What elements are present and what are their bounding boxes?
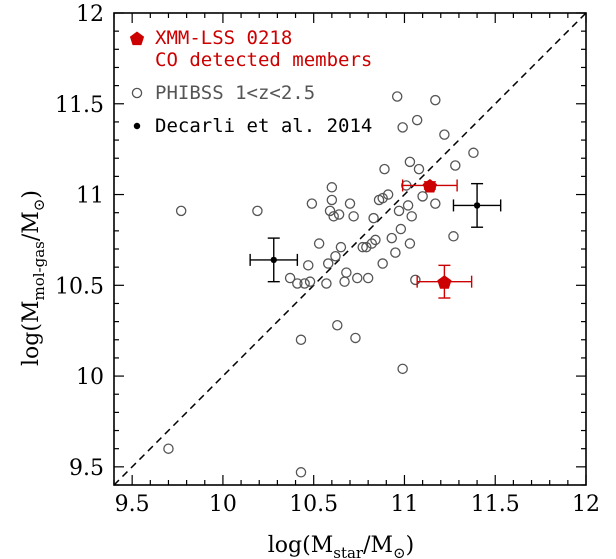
x-tick-label: 10.5 xyxy=(289,492,338,517)
data-point xyxy=(393,205,405,217)
data-point xyxy=(468,147,479,159)
y-tick-label: 9.5 xyxy=(69,456,104,481)
series-2 xyxy=(249,182,502,283)
data-point xyxy=(366,238,378,249)
x-tick-label: 9.5 xyxy=(115,492,150,517)
legend-marker xyxy=(129,31,145,46)
y-tick-label: 11 xyxy=(76,184,104,209)
data-point xyxy=(357,241,368,253)
y-axis-title: log(Mmol-gas/M⊙) xyxy=(19,190,48,366)
data-point xyxy=(321,278,332,289)
data-point xyxy=(422,179,437,193)
data-point xyxy=(163,443,174,454)
data-point xyxy=(304,276,316,287)
data-point xyxy=(313,238,325,249)
data-point xyxy=(324,205,336,217)
data-point xyxy=(284,272,296,284)
one-to-one-line xyxy=(113,12,587,486)
data-point xyxy=(430,94,441,106)
data-point xyxy=(295,334,307,346)
data-point xyxy=(350,332,361,344)
y-tick-label: 12 xyxy=(76,2,104,27)
data-point xyxy=(299,278,310,289)
data-point xyxy=(252,205,263,217)
data-point xyxy=(326,194,338,206)
data-point xyxy=(344,198,356,209)
data-point xyxy=(386,232,398,244)
legend-label: PHIBSS 1<z<2.5 xyxy=(155,82,315,104)
data-point xyxy=(368,212,379,224)
data-point xyxy=(404,156,416,168)
data-point xyxy=(395,223,407,235)
data-point xyxy=(335,241,347,253)
legend-label: Decarli et al. 2014 xyxy=(155,115,372,137)
data-point xyxy=(377,258,388,269)
y-tick-label: 11.5 xyxy=(55,93,104,118)
data-point xyxy=(397,363,408,375)
data-points xyxy=(163,91,502,478)
legend-marker xyxy=(131,87,143,99)
data-point xyxy=(295,467,307,478)
data-point xyxy=(473,202,481,209)
data-point xyxy=(382,189,394,200)
series-1 xyxy=(163,91,479,478)
one-to-one-line xyxy=(113,12,587,486)
data-point xyxy=(330,251,341,262)
tick-labels: 9.5 10 10.5 11 11.5 12 9.5 10 10.5 11 11.5 12 xyxy=(55,2,600,517)
data-point xyxy=(348,211,359,222)
data-point xyxy=(322,258,334,269)
data-point xyxy=(370,234,381,246)
x-tick-label: 12 xyxy=(572,492,600,517)
x-tick-label: 11 xyxy=(390,492,418,517)
x-tick-label: 11.5 xyxy=(471,492,520,517)
data-point xyxy=(430,198,441,209)
data-point xyxy=(390,247,401,258)
data-point xyxy=(391,91,403,102)
legend-label: CO detected members xyxy=(155,49,372,71)
series-0 xyxy=(401,179,473,299)
x-tick-label: 10 xyxy=(209,492,237,517)
data-point xyxy=(404,238,416,249)
data-point xyxy=(341,267,352,278)
data-point xyxy=(292,278,303,289)
data-point xyxy=(352,272,363,284)
data-point xyxy=(411,114,423,126)
axis-ticks xyxy=(113,12,587,486)
y-tick-label: 10.5 xyxy=(55,274,104,299)
data-point xyxy=(377,192,388,204)
legend-marker xyxy=(133,122,141,130)
data-point xyxy=(379,163,390,175)
data-point xyxy=(333,209,345,220)
data-point xyxy=(448,231,459,242)
data-point xyxy=(450,160,461,171)
data-point xyxy=(410,274,421,286)
data-point xyxy=(402,200,414,211)
data-point xyxy=(406,211,417,222)
data-point xyxy=(175,205,187,217)
data-point xyxy=(417,191,428,202)
legend-label: XMM-LSS 0218 xyxy=(155,27,292,49)
data-point xyxy=(397,122,408,133)
data-point xyxy=(332,319,343,331)
y-tick-label: 10 xyxy=(76,365,104,390)
data-point xyxy=(306,198,318,209)
data-point xyxy=(302,260,314,271)
x-axis-title: log(Mstar/M⊙) xyxy=(268,533,414,559)
data-point xyxy=(326,182,338,193)
data-point xyxy=(439,129,450,140)
data-point xyxy=(339,276,350,287)
data-point xyxy=(413,163,425,175)
data-point xyxy=(361,241,372,253)
data-point xyxy=(270,256,277,264)
data-point xyxy=(362,272,374,284)
data-point xyxy=(328,211,339,222)
data-point xyxy=(437,275,452,289)
